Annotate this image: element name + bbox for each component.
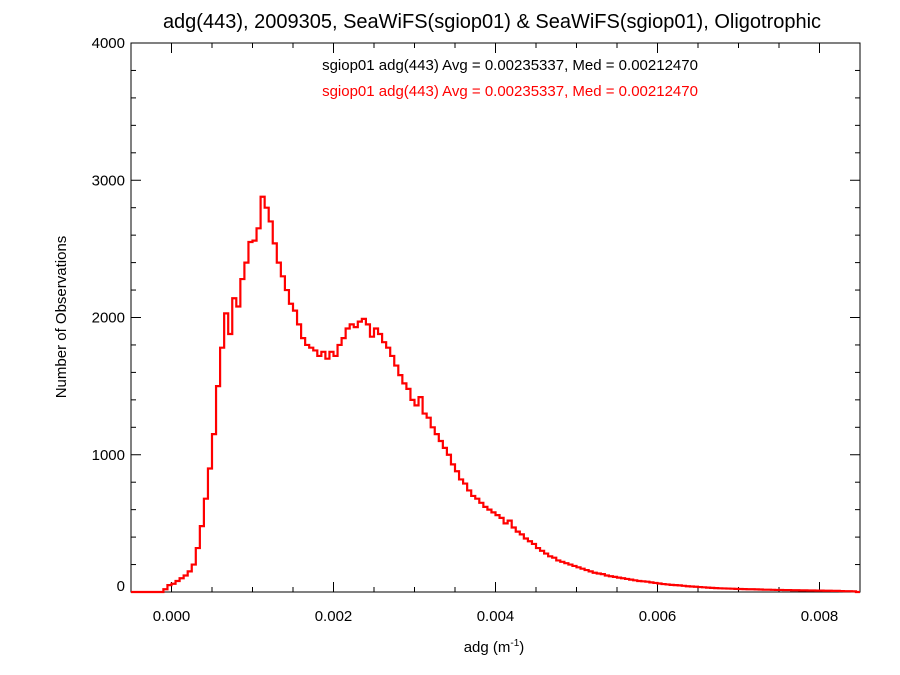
y-axis-label: Number of Observations xyxy=(53,236,70,399)
x-axis-label: adg (m-1) xyxy=(464,638,525,656)
chart-title: adg(443), 2009305, SeaWiFS(sgiop01) & Se… xyxy=(163,11,821,33)
x-axis-label-suffix: ) xyxy=(519,639,524,656)
y-tick-label: 1000 xyxy=(92,447,125,464)
x-tick-label: 0.006 xyxy=(639,608,677,625)
y-tick-label: 4000 xyxy=(92,35,125,52)
x-axis-ticks: 0.000 0.002 0.004 0.006 0.008 xyxy=(130,43,861,625)
y-axis-ticks: 0 1000 2000 3000 4000 xyxy=(92,35,860,595)
x-axis-label-text: adg (m xyxy=(464,639,511,656)
x-tick-label: 0.008 xyxy=(801,608,839,625)
y-tick-label: 0 xyxy=(117,578,125,595)
stats-annotation-red: sgiop01 adg(443) Avg = 0.00235337, Med =… xyxy=(322,83,698,100)
plot-frame xyxy=(130,42,861,593)
x-tick-label: 0.002 xyxy=(315,608,353,625)
y-tick-label: 2000 xyxy=(92,310,125,327)
x-tick-label: 0.000 xyxy=(153,608,191,625)
histogram-series-line xyxy=(131,195,860,594)
y-tick-label: 3000 xyxy=(92,172,125,189)
x-axis-label-superscript: -1 xyxy=(510,638,519,649)
x-tick-label: 0.004 xyxy=(477,608,515,625)
stats-annotation-black: sgiop01 adg(443) Avg = 0.00235337, Med =… xyxy=(322,57,698,74)
